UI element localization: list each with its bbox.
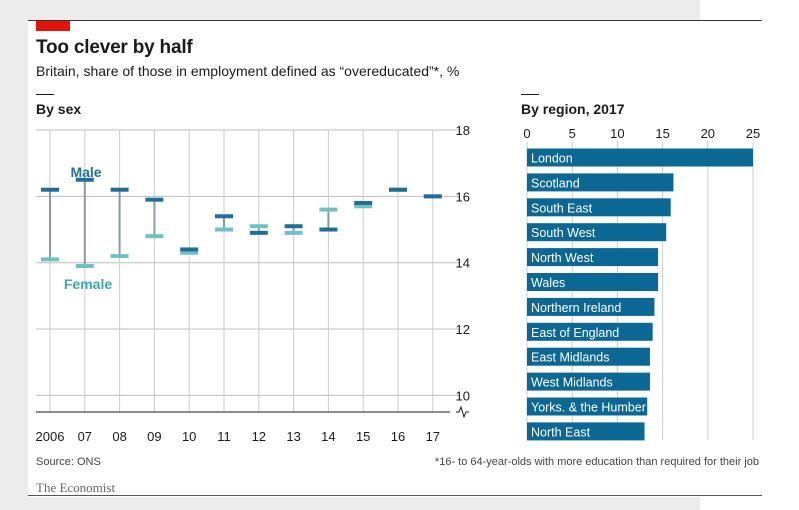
male-marker xyxy=(110,187,129,192)
region-bar xyxy=(527,372,650,391)
region-x-tick-label: 25 xyxy=(746,126,760,141)
y-tick-label: 12 xyxy=(456,322,470,337)
region-bar-label: Yorks. & the Humber xyxy=(531,401,646,415)
region-bar xyxy=(527,248,659,267)
x-tick-label: 07 xyxy=(78,429,92,444)
male-marker xyxy=(215,214,233,219)
female-marker xyxy=(180,250,199,255)
y-tick-label: 18 xyxy=(456,123,470,138)
region-bar-label: North West xyxy=(531,251,594,265)
male-marker xyxy=(284,224,303,229)
y-tick-label: 10 xyxy=(456,388,470,403)
x-tick-label: 2006 xyxy=(36,429,65,444)
region-bar xyxy=(527,397,648,416)
region-bar-label: Northern Ireland xyxy=(531,301,621,315)
male-marker xyxy=(389,187,407,192)
male-marker xyxy=(180,247,199,252)
region-bar xyxy=(527,297,655,316)
region-bar-label: Scotland xyxy=(531,176,580,190)
x-tick-label: 08 xyxy=(112,429,126,444)
female-marker xyxy=(319,207,338,212)
male-series-label: Male xyxy=(70,164,101,180)
female-marker xyxy=(75,264,94,269)
axis-break-icon xyxy=(456,405,469,419)
region-bar xyxy=(527,422,645,441)
female-marker xyxy=(354,204,373,209)
region-bar xyxy=(527,173,674,192)
x-tick-label: 16 xyxy=(391,429,405,444)
right-panel-rule xyxy=(521,94,539,95)
female-marker xyxy=(41,257,59,262)
female-series-label: Female xyxy=(64,276,112,292)
region-bar xyxy=(527,148,753,167)
male-marker xyxy=(145,197,164,202)
x-tick-label: 17 xyxy=(426,429,440,444)
female-marker xyxy=(145,234,164,239)
region-x-tick-label: 5 xyxy=(569,126,576,141)
region-bar-label: East Midlands xyxy=(531,351,610,365)
female-marker xyxy=(215,227,233,232)
x-tick-label: 14 xyxy=(321,429,335,444)
male-marker xyxy=(249,230,268,235)
region-x-tick-label: 0 xyxy=(523,126,530,141)
male-marker xyxy=(41,187,59,192)
male-marker xyxy=(354,200,373,205)
x-tick-label: 15 xyxy=(356,429,370,444)
footnote: *16- to 64-year-olds with more education… xyxy=(434,456,759,468)
region-bar xyxy=(527,198,671,217)
economist-logo: The Economist xyxy=(36,480,116,495)
region-x-tick-label: 20 xyxy=(701,126,715,141)
region-bar xyxy=(527,322,653,341)
right-panel-title: By region, 2017 xyxy=(521,101,625,117)
male-marker xyxy=(423,194,442,199)
source-note: Source: ONS xyxy=(36,456,101,468)
x-tick-label: 09 xyxy=(147,429,161,444)
region-bar xyxy=(527,223,667,242)
chart-title: Too clever by half xyxy=(36,37,193,58)
male-marker xyxy=(75,177,94,182)
region-x-tick-label: 15 xyxy=(655,126,669,141)
male-marker xyxy=(319,227,338,232)
region-bar xyxy=(527,273,659,291)
region-bar-label: South East xyxy=(531,201,593,215)
female-marker xyxy=(110,254,129,259)
region-bar-label: Wales xyxy=(531,276,565,290)
left-panel-rule xyxy=(36,94,54,95)
left-panel-title: By sex xyxy=(36,101,82,117)
y-tick-label: 16 xyxy=(456,189,470,204)
region-bar-label: East of England xyxy=(531,326,619,340)
region-bar-label: South West xyxy=(531,226,596,240)
x-tick-label: 12 xyxy=(252,429,266,444)
region-x-tick-label: 10 xyxy=(610,126,624,141)
region-bar-label: West Midlands xyxy=(531,376,613,390)
y-tick-label: 14 xyxy=(456,256,470,271)
region-bar xyxy=(527,347,650,366)
chart-subtitle: Britain, share of those in employment de… xyxy=(36,63,460,79)
female-marker xyxy=(284,230,303,235)
x-tick-label: 11 xyxy=(217,429,231,444)
x-tick-label: 13 xyxy=(286,429,300,444)
brand-red-flag xyxy=(36,21,70,31)
region-bar-label: London xyxy=(531,152,573,166)
female-marker xyxy=(249,224,268,229)
x-tick-label: 10 xyxy=(182,429,196,444)
region-bar-label: North East xyxy=(531,425,591,439)
